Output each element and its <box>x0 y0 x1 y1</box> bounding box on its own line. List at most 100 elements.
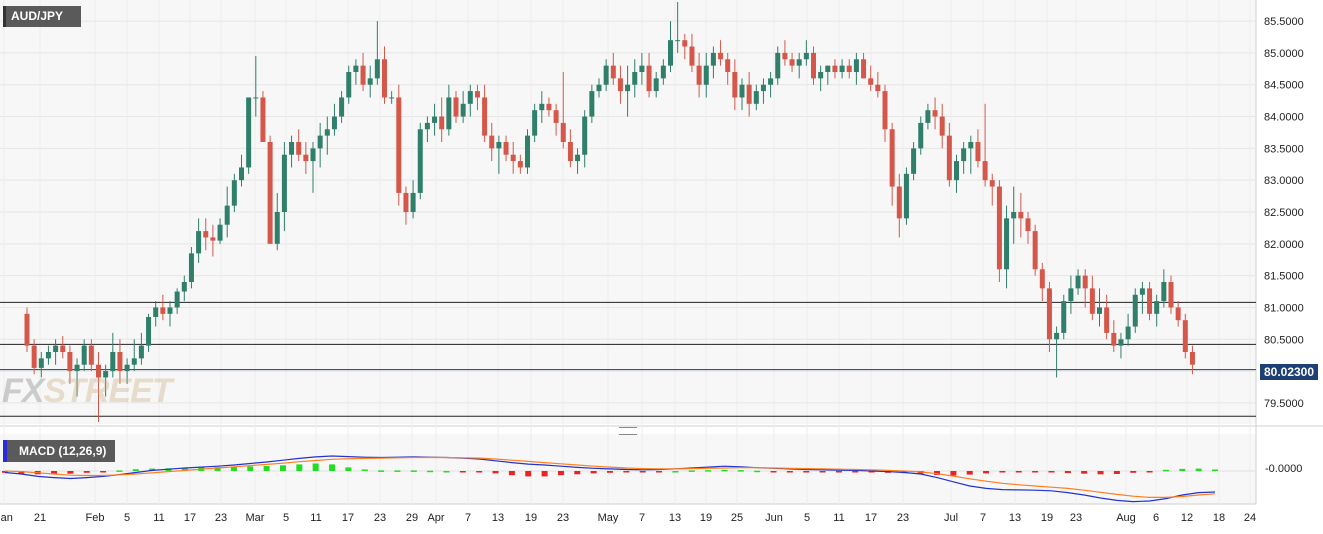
macd-histogram-bar <box>672 471 679 473</box>
candle-body <box>1161 282 1167 302</box>
candle-body <box>81 345 87 365</box>
candle-body <box>253 97 259 99</box>
candle-body <box>303 154 309 162</box>
candle-body <box>725 59 731 72</box>
macd-histogram-bar <box>999 471 1006 473</box>
candle-body <box>153 307 159 317</box>
macd-histogram-bar <box>656 471 663 473</box>
macd-indicator-label[interactable]: MACD (12,26,9) <box>3 440 115 462</box>
x-tick-label: 21 <box>34 512 46 524</box>
y-tick-label: 83.5000 <box>1264 143 1304 155</box>
candle-body <box>811 52 816 79</box>
macd-histogram-bar <box>394 470 401 472</box>
candle-body <box>546 103 552 111</box>
x-tick-label: 24 <box>1244 512 1256 524</box>
candle-body <box>460 103 466 117</box>
candle-body <box>946 135 952 181</box>
candle-body <box>60 345 66 352</box>
x-tick-label: 17 <box>342 512 354 524</box>
candle-body <box>67 352 73 372</box>
candle-body <box>439 116 445 130</box>
macd-histogram-bar <box>950 471 957 476</box>
candle-body <box>160 307 166 314</box>
candle-body <box>846 65 852 72</box>
candle-body <box>918 122 924 149</box>
macd-histogram-bar <box>754 470 761 473</box>
candle-body <box>1061 301 1067 333</box>
candle-body <box>646 65 652 92</box>
candle-body <box>975 142 981 162</box>
candle-body <box>260 97 266 142</box>
macd-line <box>4 455 1216 503</box>
macd-histogram-bar <box>1195 468 1202 471</box>
macd-histogram-bar <box>1048 471 1055 473</box>
x-tick-label: 23 <box>897 512 909 524</box>
macd-histogram-bar <box>803 471 810 473</box>
candle-body <box>317 135 323 149</box>
candle-body <box>1139 288 1145 295</box>
macd-zero-tick: -0.0000 <box>1265 463 1303 475</box>
y-tick-label: 82.0000 <box>1264 239 1304 251</box>
candle-body <box>432 116 438 123</box>
macd-histogram-bar <box>934 471 941 475</box>
candle-body <box>532 110 538 136</box>
candle-body <box>346 72 352 98</box>
x-tick-label: 11 <box>153 512 164 524</box>
candle-body <box>861 59 867 79</box>
candle-body <box>453 97 459 117</box>
candle-body <box>474 91 480 98</box>
macd-histogram-bar <box>508 471 515 476</box>
x-tick-label: 7 <box>465 512 471 524</box>
candle-body <box>603 65 609 85</box>
macd-histogram-bar <box>132 469 139 471</box>
macd-histogram-bar <box>296 464 303 471</box>
candle-body <box>954 161 959 181</box>
candle-body <box>889 129 895 187</box>
candle-body <box>961 148 967 162</box>
candle-body <box>1068 288 1074 302</box>
macd-histogram-bar <box>263 465 270 471</box>
macd-histogram-bar <box>443 471 450 473</box>
x-tick-label: 5 <box>804 512 810 524</box>
x-tick-label: 13 <box>669 512 681 524</box>
last-price-label: 80.02300 <box>1260 364 1318 380</box>
candle-body <box>882 91 888 130</box>
candle-body <box>718 52 724 60</box>
macd-histogram-bar <box>1064 471 1071 474</box>
candle-body <box>832 65 838 72</box>
macd-histogram-bar <box>983 471 990 474</box>
y-tick-label: 84.5000 <box>1264 80 1304 92</box>
macd-histogram-bar <box>574 471 581 475</box>
macd-histogram-bar <box>770 471 777 473</box>
candle-body <box>932 110 938 117</box>
macd-histogram-bar <box>181 467 188 471</box>
candle-body <box>274 212 280 244</box>
symbol-label: AUD/JPY <box>3 6 81 27</box>
pane-resize-handle[interactable] <box>619 427 637 435</box>
macd-histogram-bar <box>2 471 8 473</box>
x-tick-label: 11 <box>833 512 844 524</box>
candle-body <box>424 122 430 130</box>
macd-histogram-bar <box>721 469 728 472</box>
candle-body <box>489 135 495 149</box>
candle-body <box>517 161 523 168</box>
candle-body <box>868 78 874 85</box>
candle-body <box>1189 352 1195 365</box>
macd-histogram-bar <box>230 466 237 471</box>
macd-histogram-bar <box>1212 469 1218 471</box>
candle-body <box>1168 282 1174 308</box>
candle-body <box>803 52 809 60</box>
candle-body <box>124 364 130 372</box>
candle-body <box>1104 307 1110 333</box>
candle-body <box>296 142 302 155</box>
macd-histogram-bar <box>688 470 695 472</box>
candle-body <box>188 253 194 282</box>
candle-body <box>382 59 387 98</box>
macd-histogram-bar <box>966 471 973 475</box>
candle-body <box>789 59 795 66</box>
candle-body <box>174 291 180 308</box>
fxstreet-watermark: FXSTREET <box>2 372 173 410</box>
macd-histogram-bar <box>868 471 875 473</box>
macd-histogram-bar <box>378 470 385 472</box>
